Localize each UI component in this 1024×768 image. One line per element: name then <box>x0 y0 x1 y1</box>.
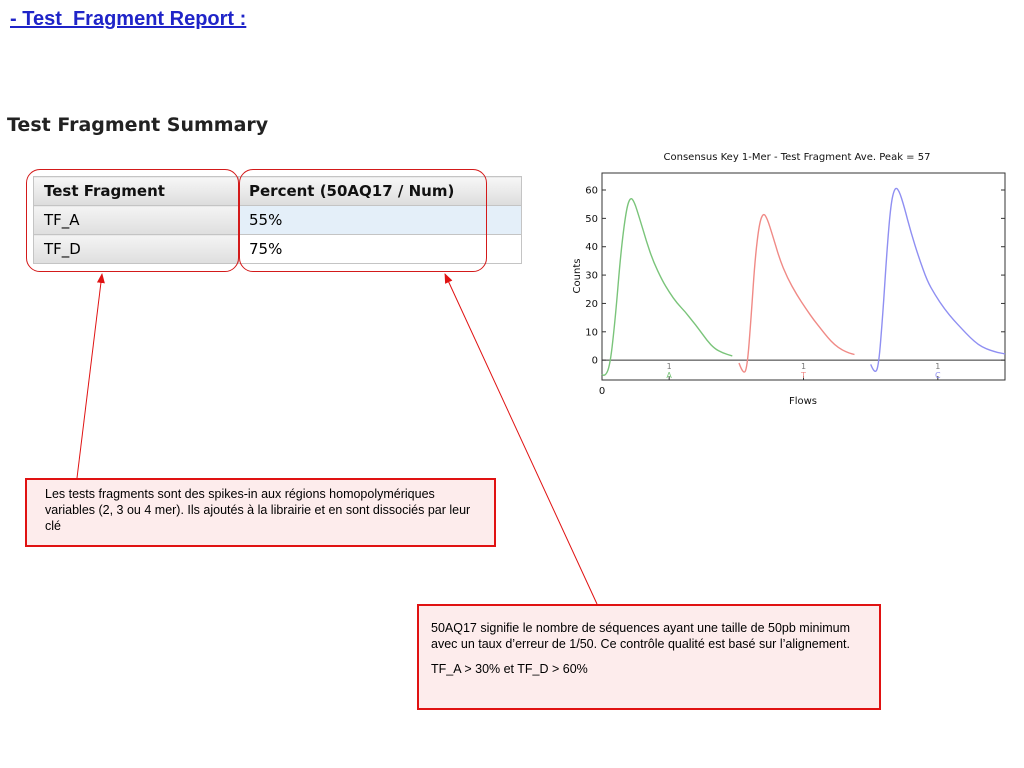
chart-title: Consensus Key 1-Mer - Test Fragment Ave.… <box>664 152 931 163</box>
fragments-note-text: Les tests fragments sont des spikes-in a… <box>45 487 471 533</box>
fragment-cell: TF_D <box>33 234 239 264</box>
flow-base-label: T <box>800 371 806 380</box>
quality-note-text: 50AQ17 signifie le nombre de séquences a… <box>431 621 851 651</box>
flow-count-label: 1 <box>667 362 672 371</box>
fragment-column-highlight <box>26 169 239 272</box>
y-tick-label: 10 <box>585 327 598 338</box>
fragments-note-box: Les tests fragments sont des spikes-in a… <box>25 478 496 547</box>
flow-base-label: C <box>935 371 941 380</box>
arrow-to-percent-column <box>444 273 598 605</box>
y-tick-label: 0 <box>592 356 598 367</box>
y-tick-label: 30 <box>585 271 598 282</box>
x-tick-label: 0 <box>599 386 605 397</box>
chart-xlabel: Flows <box>789 396 817 407</box>
fragment-cell: TF_A <box>33 205 239 235</box>
series-line-A <box>601 198 733 376</box>
series-line-T <box>738 213 855 373</box>
threshold-note-text: TF_A > 30% et TF_D > 60% <box>431 662 588 676</box>
series-line-C <box>870 187 1006 373</box>
arrow-to-fragment-column <box>76 273 105 479</box>
y-tick-label: 60 <box>585 186 598 197</box>
table-row: TF_A 55% <box>33 205 522 235</box>
y-tick-label: 40 <box>585 242 598 253</box>
chart-ylabel: Counts <box>572 259 583 294</box>
summary-title: Test Fragment Summary <box>7 114 269 136</box>
y-tick-label: 50 <box>585 214 598 225</box>
consensus-key-chart: Consensus Key 1-Mer - Test Fragment Ave.… <box>572 152 1006 407</box>
y-tick-label: 20 <box>585 299 598 310</box>
flow-count-label: 1 <box>801 362 806 371</box>
percent-column-highlight <box>239 169 487 272</box>
percent-cell: 55% <box>238 205 522 235</box>
flow-base-label: A <box>666 371 672 380</box>
chart-plot-frame <box>601 172 1006 381</box>
flow-count-label: 1 <box>935 362 940 371</box>
slide-title: - Test Fragment Report : <box>10 8 247 30</box>
quality-note-box: 50AQ17 signifie le nombre de séquences a… <box>417 604 881 710</box>
